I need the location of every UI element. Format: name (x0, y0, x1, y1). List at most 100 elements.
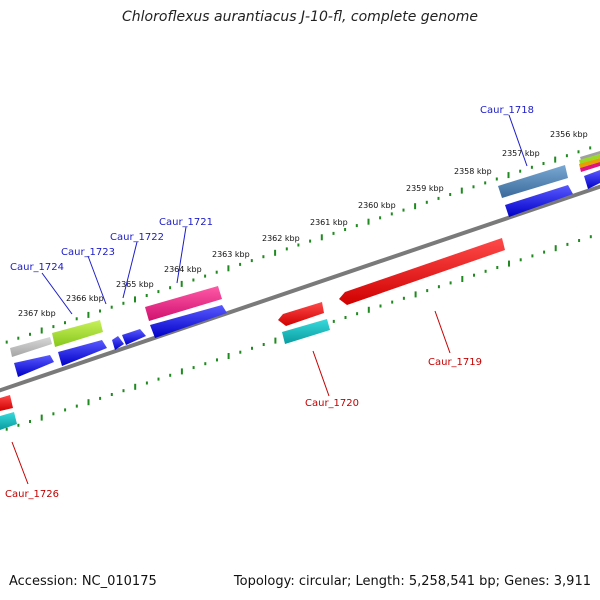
gene-feature-grey[interactable] (10, 337, 52, 357)
ruler-tick (530, 165, 533, 169)
gene-feature-multi[interactable] (580, 162, 600, 172)
ruler-tick (52, 412, 55, 416)
ruler-tick (367, 218, 370, 225)
ruler-tick (17, 336, 20, 340)
gene-feature-blue[interactable] (112, 336, 124, 350)
gene-feature-multi[interactable] (579, 158, 600, 168)
kbp-label: 2361 kbp (310, 218, 348, 227)
ruler-tick (285, 247, 288, 251)
gene-feature-multi[interactable] (579, 154, 600, 164)
gene-feature-blue[interactable] (122, 329, 146, 345)
summary-text: Topology: circular; Length: 5,258,541 bp… (233, 574, 591, 589)
gene-feature-blue[interactable] (58, 340, 107, 366)
gene-label: Caur_1724 (10, 262, 64, 273)
ruler-tick (29, 420, 31, 423)
gene-feature-red-1726[interactable] (0, 395, 13, 411)
ruler-tick (75, 404, 78, 408)
kbp-label: 2367 kbp (18, 309, 56, 318)
ruler-tick (577, 150, 580, 154)
ruler-tick (192, 278, 195, 282)
ruler-tick (554, 156, 557, 163)
ruler-tick (473, 273, 475, 277)
ruler-tick (157, 377, 160, 381)
ruler-tick (239, 350, 242, 354)
ruler-tick (110, 305, 113, 309)
ruler-tick (379, 216, 382, 220)
ruler-tick (495, 177, 498, 181)
gene-feature-red-1719[interactable] (339, 238, 505, 305)
ruler-tick (145, 294, 148, 297)
ruler-tick (99, 309, 101, 313)
gene-feature-blue[interactable] (584, 170, 600, 189)
ruler-tick (239, 262, 242, 266)
ruler-tick (134, 383, 137, 390)
ruler-tick (425, 200, 428, 204)
gene-feature-red-1720[interactable] (278, 302, 324, 326)
ruler-tick (134, 296, 136, 303)
gene-feature-multi[interactable] (580, 151, 600, 160)
ruler-tick (414, 291, 417, 298)
kbp-label: 2364 kbp (164, 265, 202, 274)
ruler-tick (169, 286, 172, 290)
ruler-tick (216, 358, 218, 362)
map-title: Chloroflexus aurantiacus J-10-fl, comple… (122, 9, 478, 25)
ruler-tick (251, 346, 253, 350)
ruler-tick (262, 343, 265, 346)
kbp-label: 2365 kbp (116, 280, 154, 289)
ruler-tick (402, 208, 405, 212)
ruler-tick (320, 234, 323, 241)
gene-feature-blue[interactable] (150, 305, 227, 338)
ruler-tick (344, 228, 347, 231)
ruler-tick (309, 239, 312, 243)
ruler-tick (508, 260, 510, 267)
gene-feature-blue[interactable] (14, 355, 54, 377)
ruler-tick (297, 243, 300, 247)
ruler-tick (449, 193, 452, 196)
gene-feature-lime[interactable] (52, 320, 103, 347)
gene-label: Caur_1726 (5, 489, 59, 500)
ruler-tick (565, 154, 568, 158)
gene-label: Caur_1720 (305, 398, 359, 409)
ruler-tick (87, 311, 90, 318)
gene-feature-steel-1718[interactable] (498, 165, 568, 198)
ruler-tick (402, 296, 405, 300)
ruler-tick (356, 312, 359, 316)
gene-label: Caur_1719 (428, 357, 482, 368)
ruler-tick (390, 212, 393, 216)
kbp-label: 2359 kbp (406, 184, 444, 193)
kbp-label: 2357 kbp (502, 149, 540, 158)
ruler-tick (64, 321, 66, 325)
accession-text: Accession: NC_010175 (9, 574, 157, 589)
ruler-tick (145, 381, 148, 385)
ruler-upper (5, 146, 592, 344)
gene-feature-teal-1720[interactable] (282, 319, 330, 344)
ruler-tick (227, 265, 230, 272)
ruler-tick (578, 239, 581, 242)
ruler-tick (426, 289, 429, 293)
kbp-label: 2360 kbp (358, 201, 396, 210)
ruler-tick (472, 185, 475, 189)
gene-feature-teal-1726[interactable] (0, 412, 17, 430)
gene-label: Caur_1723 (61, 247, 115, 258)
ruler-tick (507, 172, 510, 179)
ruler-tick (355, 224, 358, 228)
ruler-tick (531, 254, 534, 258)
ruler-tick (519, 169, 522, 173)
ruler-tick (496, 266, 499, 269)
ruler-tick (52, 325, 55, 329)
ruler-tick (99, 396, 102, 400)
ruler-tick (215, 270, 218, 274)
ruler-tick (589, 146, 592, 150)
gene-feature-magenta-1721[interactable] (145, 286, 222, 321)
ruler-tick (169, 373, 172, 377)
ruler-tick (566, 242, 569, 246)
ruler-tick (414, 203, 417, 210)
ruler-tick (40, 414, 43, 421)
ruler-tick (192, 366, 195, 370)
genome-backbone (0, 184, 600, 393)
ruler-tick (40, 327, 43, 334)
kbp-label: 2366 kbp (66, 294, 104, 303)
ruler-tick (250, 259, 253, 263)
ruler-tick (29, 332, 31, 336)
gene-feature-blue[interactable] (505, 185, 573, 217)
